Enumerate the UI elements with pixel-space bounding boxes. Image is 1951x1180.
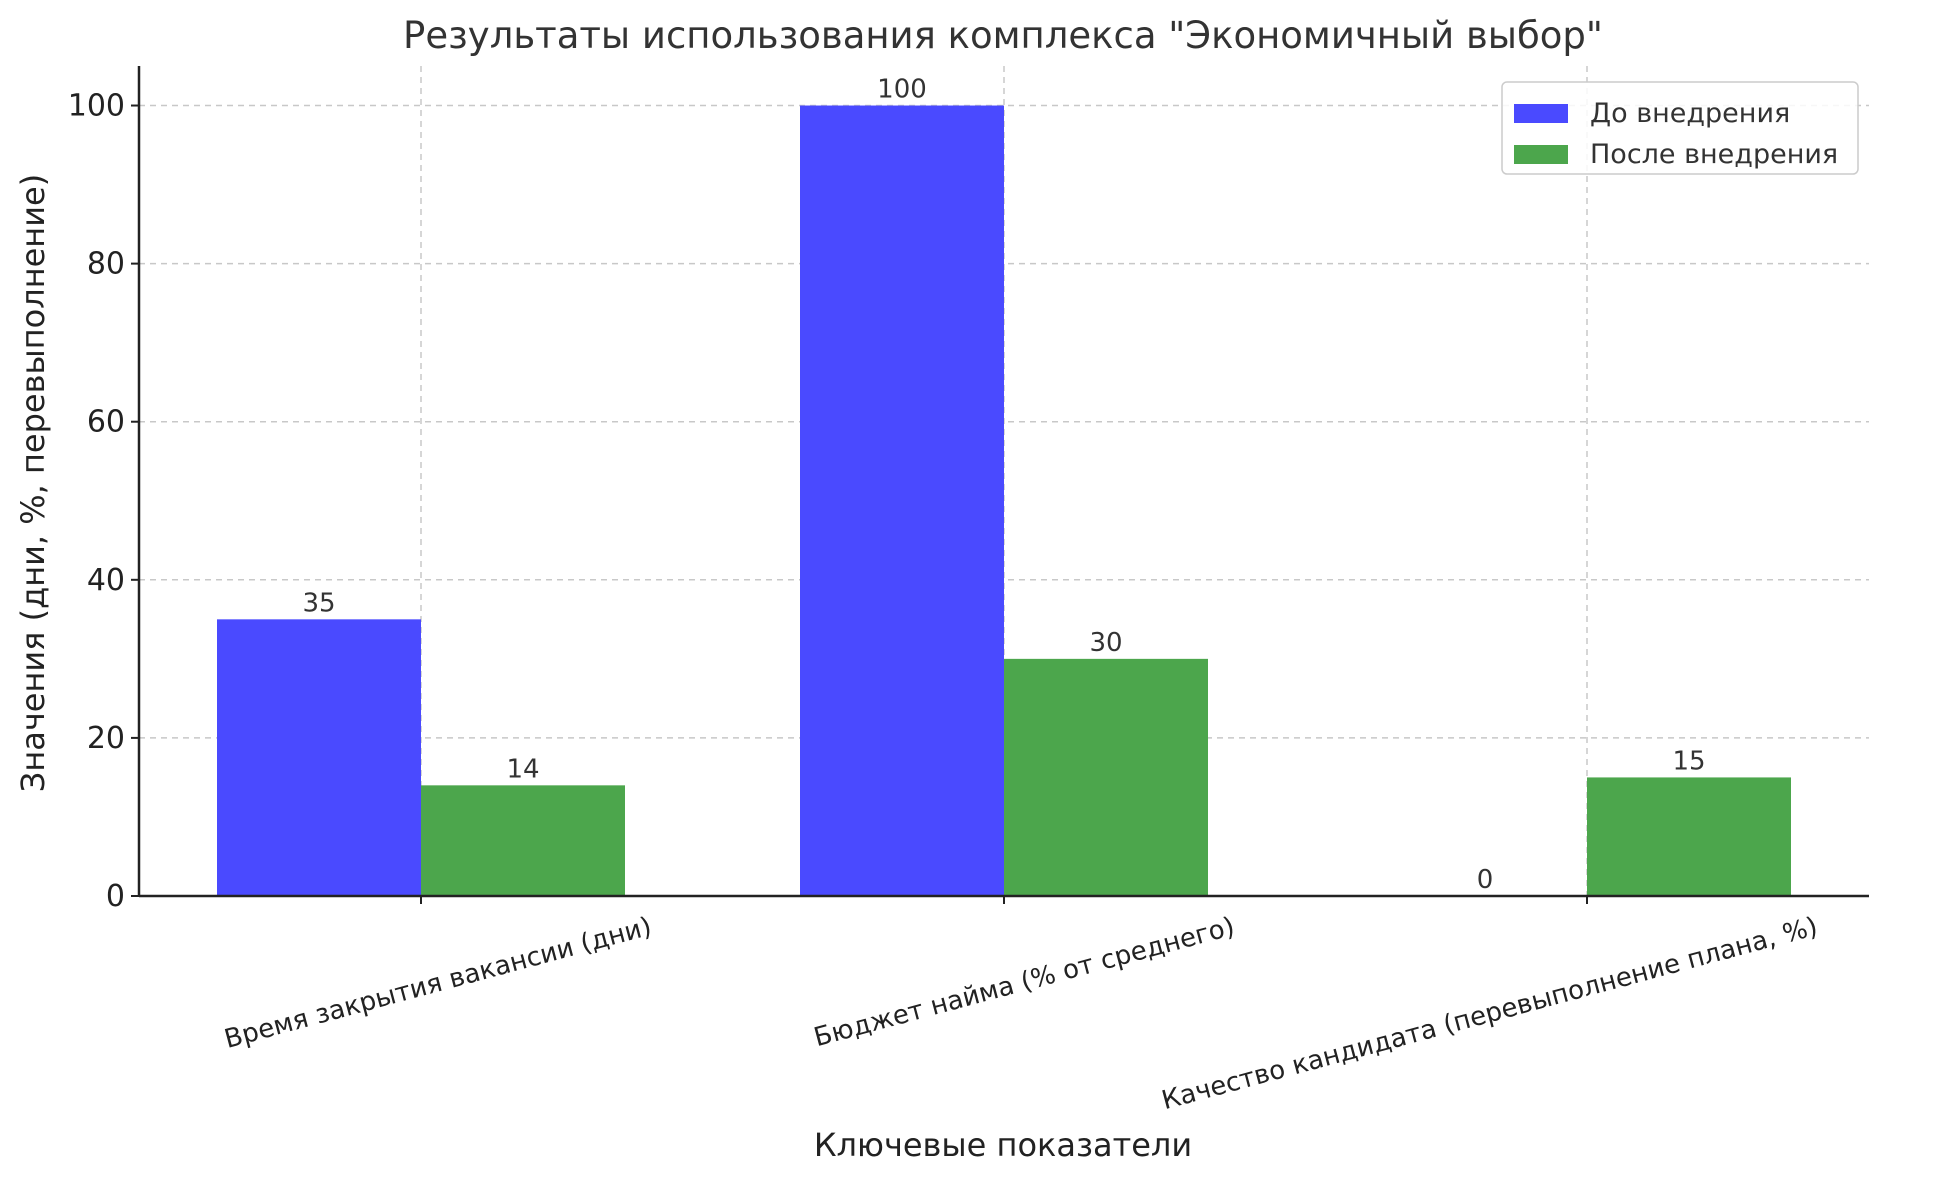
bar-value-label: 14 [506,754,539,784]
bar-after [421,785,625,896]
y-tick-label: 80 [87,247,125,282]
bars [217,105,1791,897]
bar-after [1587,777,1791,896]
x-axis-label: Ключевые показатели [814,1126,1192,1164]
bar-value-label: 0 [1477,865,1494,895]
bar-value-label: 100 [877,75,927,105]
y-tick-label: 20 [87,721,125,756]
y-tick-label: 60 [87,405,125,440]
y-tick-label: 0 [106,879,125,914]
bar-after [1004,658,1208,896]
legend-swatch [1514,104,1568,123]
x-tick-label: Качество кандидата (перевыполнение плана… [1159,912,1821,1116]
bar-value-label: 15 [1672,746,1705,776]
value-labels: 35 100 0 14 30 15 [302,75,1705,895]
legend-label: После внедрения [1590,139,1838,170]
legend: До внедрения После внедрения [1501,81,1859,175]
legend-box [1501,81,1859,175]
legend-label: До внедрения [1590,98,1790,129]
bar-before [217,619,421,896]
bar-before [800,105,1004,897]
y-tick-label: 100 [68,89,125,124]
bar-value-label: 35 [302,588,335,618]
bar-value-label: 30 [1089,628,1122,658]
chart-title: Результаты использования комплекса "Экон… [403,14,1603,57]
x-tick-label: Время закрытия вакансии (дни) [221,912,654,1055]
y-axis-label: Значения (дни, %, перевыполнение) [14,174,52,792]
legend-swatch [1514,145,1568,164]
y-tick-label: 40 [87,563,125,598]
x-tick-label: Бюджет найма (% от среднего) [811,912,1238,1053]
